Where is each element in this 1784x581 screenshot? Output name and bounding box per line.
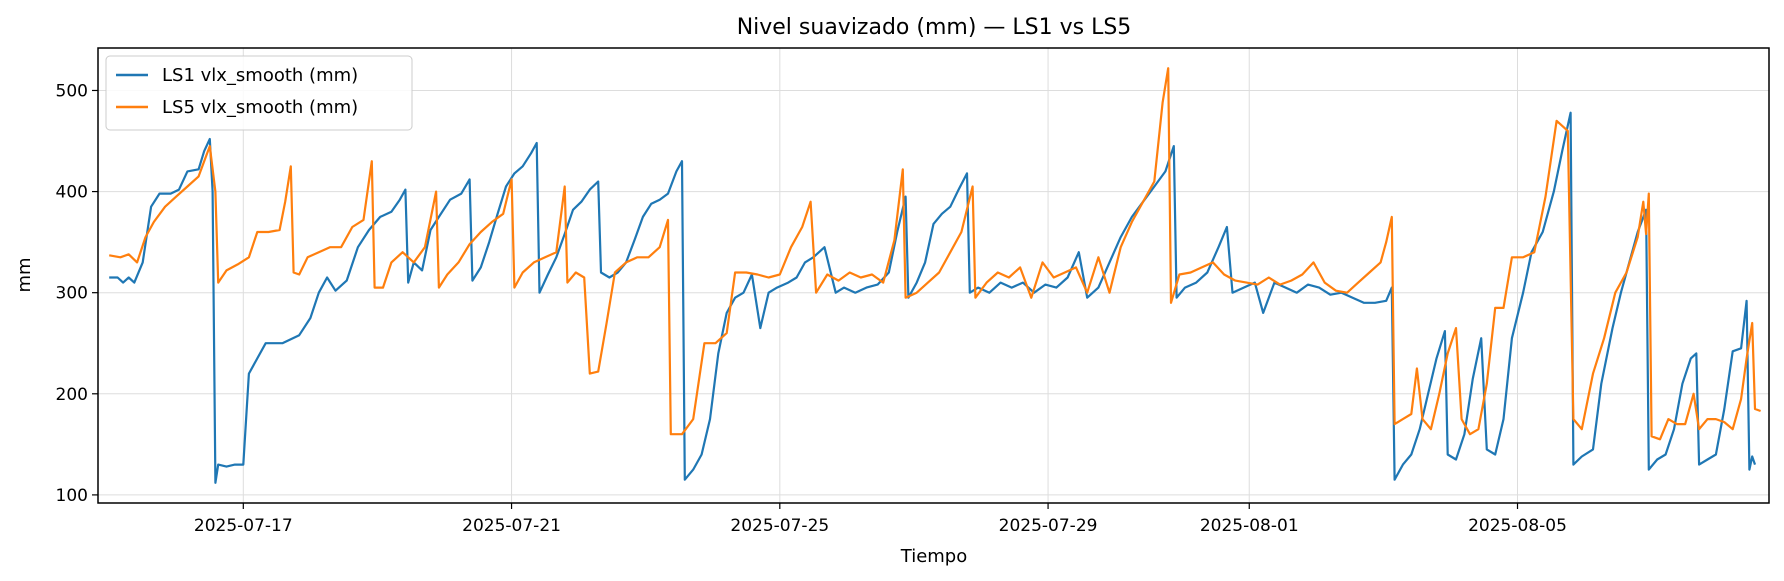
legend: LS1 vlx_smooth (mm) LS5 vlx_smooth (mm) (105, 55, 413, 131)
legend-box (105, 55, 413, 131)
y-tick-label: 300 (56, 284, 88, 304)
x-axis: 2025-07-17 2025-07-21 2025-07-25 2025-07-29… (194, 503, 1567, 536)
x-tick-label: 2025-08-01 (1200, 516, 1299, 536)
x-tick-label: 2025-07-21 (462, 516, 561, 536)
y-tick-label: 200 (56, 385, 88, 405)
x-tick-label: 2025-07-29 (999, 516, 1098, 536)
y-tick-label: 400 (56, 183, 88, 203)
legend-label-ls5: LS5 vlx_smooth (mm) (162, 97, 358, 118)
legend-label-ls1: LS1 vlx_smooth (mm) (162, 65, 358, 86)
chart-title: Nivel suavizado (mm) — LS1 vs LS5 (737, 15, 1132, 40)
plot-frame (97, 47, 1770, 504)
series-line-ls5 (109, 67, 1761, 441)
y-axis: 100 200 300 400 500 (56, 81, 98, 506)
plot-lines (109, 67, 1761, 484)
x-tick-label: 2025-07-25 (730, 516, 829, 536)
y-axis-label: mm (14, 257, 35, 292)
x-tick-label: 2025-08-05 (1468, 516, 1567, 536)
y-tick-label: 100 (56, 486, 88, 506)
series-line-ls1 (109, 111, 1757, 484)
x-tick-label: 2025-07-17 (194, 516, 293, 536)
y-tick-label: 500 (56, 81, 88, 101)
x-axis-label: Tiempo (900, 546, 968, 567)
